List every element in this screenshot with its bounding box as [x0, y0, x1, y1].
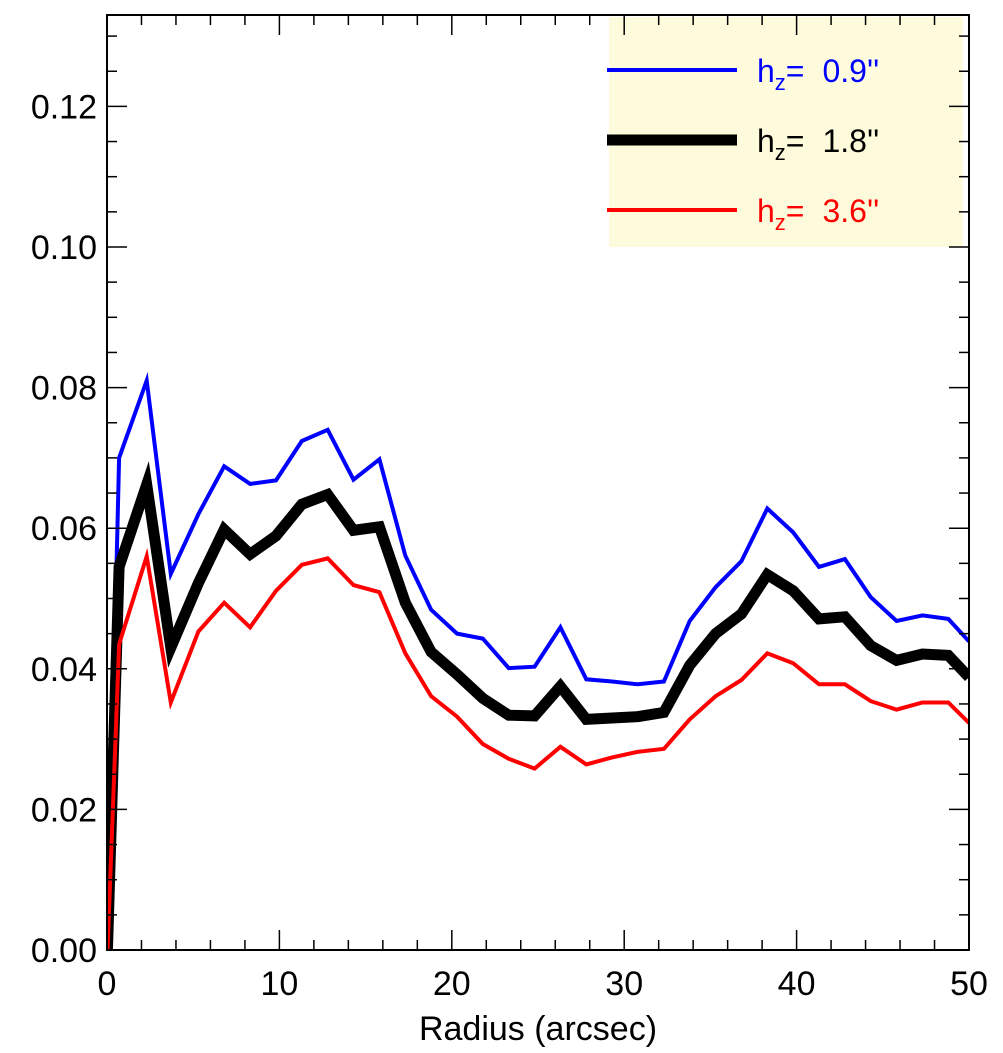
legend-label-0: hz= 0.9''	[757, 53, 879, 95]
x-tick-label-1: 10	[260, 965, 298, 1003]
plot-frame	[106, 14, 970, 951]
y-tick-label-3: 0.06	[31, 510, 97, 548]
x-tick-label-2: 20	[433, 965, 471, 1003]
y-tick-label-4: 0.08	[31, 370, 97, 408]
y-tick-label-6: 0.12	[31, 88, 97, 126]
y-tick-label-2: 0.04	[31, 651, 97, 689]
y-tick-label-5: 0.10	[31, 229, 97, 267]
x-tick-label-4: 40	[778, 965, 816, 1003]
legend-label-1: hz= 1.8''	[757, 123, 879, 165]
y-tick-label-1: 0.02	[31, 791, 97, 829]
x-tick-label-0: 0	[98, 965, 117, 1003]
x-tick-label-3: 30	[605, 965, 643, 1003]
series-group	[107, 372, 969, 950]
x-tick-label-5: 50	[950, 965, 988, 1003]
series-line-2	[107, 547, 969, 950]
tick-labels: 0 10 20 30 40 50 0.00 0.02 0.04 0.06 0.08 0.10 0.12	[31, 88, 988, 1003]
legend: hz= 0.9'' hz= 1.8'' hz= 3.6''	[607, 17, 963, 247]
y-tick-label-0: 0.00	[31, 932, 97, 970]
series-line-1	[107, 461, 969, 950]
legend-label-2: hz= 3.6''	[757, 193, 879, 235]
series-line-0	[107, 372, 969, 950]
x-axis-title: Radius (arcsec)	[419, 1010, 657, 1048]
